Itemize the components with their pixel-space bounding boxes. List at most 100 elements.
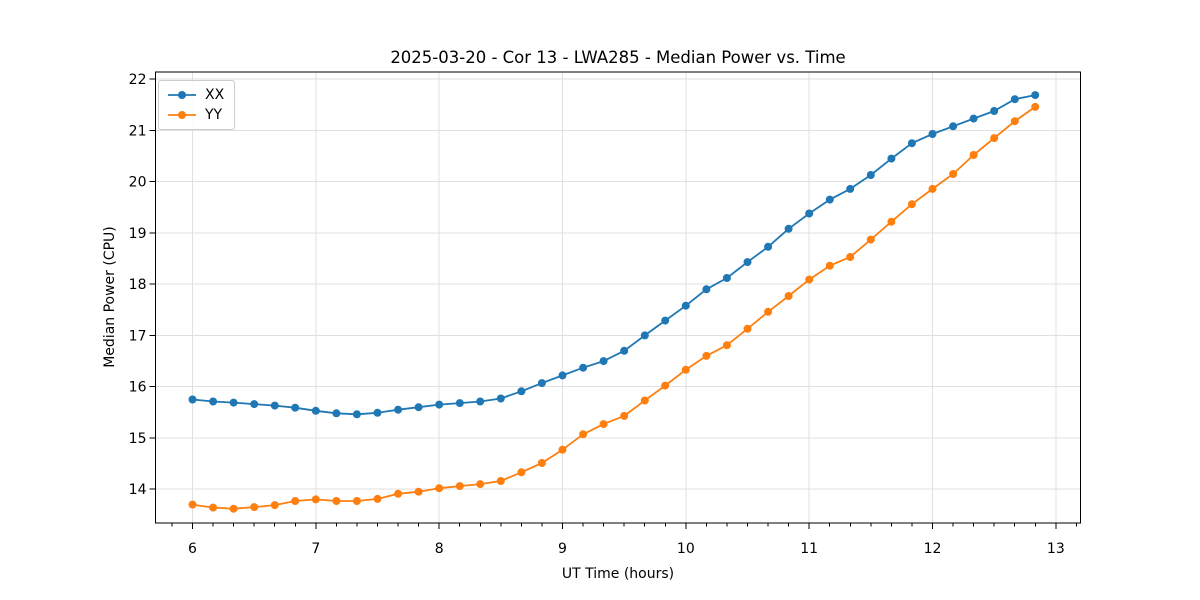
y-tick-label: 20 bbox=[129, 175, 147, 191]
data-point-yy bbox=[229, 504, 238, 513]
data-point-yy bbox=[990, 134, 999, 143]
data-point-xx bbox=[887, 154, 896, 163]
data-point-xx bbox=[250, 400, 259, 409]
data-point-xx bbox=[990, 107, 999, 115]
data-point-yy bbox=[311, 495, 320, 504]
x-tick-label: 6 bbox=[188, 541, 197, 557]
x-axis-label: UT Time (hours) bbox=[561, 566, 675, 582]
data-point-xx bbox=[537, 379, 546, 388]
data-point-yy bbox=[517, 468, 526, 477]
data-point-yy bbox=[352, 497, 361, 505]
data-point-yy bbox=[270, 501, 279, 510]
data-point-yy bbox=[887, 217, 896, 226]
series-yy bbox=[188, 102, 1040, 513]
data-point-xx bbox=[743, 258, 752, 267]
x-tick-label: 8 bbox=[435, 541, 444, 557]
data-point-yy bbox=[332, 497, 341, 505]
x-tick-label: 10 bbox=[677, 541, 695, 557]
data-point-yy bbox=[907, 200, 916, 209]
data-point-xx bbox=[311, 406, 320, 415]
data-point-yy bbox=[825, 261, 834, 270]
x-tick-label: 7 bbox=[311, 541, 320, 557]
y-tick-label: 19 bbox=[129, 226, 147, 242]
data-point-xx bbox=[599, 357, 608, 366]
data-point-yy bbox=[250, 503, 259, 512]
data-point-xx bbox=[435, 400, 444, 409]
data-point-yy bbox=[805, 275, 814, 284]
data-point-yy bbox=[928, 184, 937, 193]
data-point-yy bbox=[722, 341, 731, 350]
data-point-yy bbox=[455, 482, 464, 491]
data-point-xx bbox=[352, 410, 361, 419]
data-point-xx bbox=[496, 394, 505, 403]
data-point-xx bbox=[455, 399, 464, 408]
data-point-yy bbox=[188, 500, 197, 509]
y-tick-label: 17 bbox=[129, 328, 147, 344]
data-point-xx bbox=[414, 403, 423, 412]
data-point-xx bbox=[1031, 91, 1040, 100]
data-point-yy bbox=[1010, 117, 1019, 126]
x-tick-label: 12 bbox=[924, 541, 942, 557]
data-point-xx bbox=[949, 122, 958, 131]
data-point-xx bbox=[722, 274, 731, 282]
data-point-xx bbox=[928, 130, 937, 138]
data-point-yy bbox=[579, 430, 588, 439]
data-point-yy bbox=[496, 477, 505, 485]
data-point-yy bbox=[1031, 102, 1040, 111]
data-point-yy bbox=[620, 411, 629, 420]
data-point-xx bbox=[229, 398, 238, 407]
data-point-yy bbox=[846, 253, 855, 261]
data-point-xx bbox=[805, 209, 814, 218]
data-point-yy bbox=[414, 487, 423, 496]
data-point-xx bbox=[846, 184, 855, 193]
legend-marker-icon bbox=[178, 91, 186, 99]
data-point-yy bbox=[537, 459, 546, 467]
data-point-yy bbox=[291, 497, 300, 505]
x-tick-label: 13 bbox=[1047, 541, 1065, 557]
data-point-xx bbox=[188, 395, 197, 404]
data-point-yy bbox=[558, 445, 567, 454]
y-tick-label: 15 bbox=[129, 431, 147, 447]
data-point-yy bbox=[476, 480, 485, 489]
data-point-yy bbox=[394, 489, 403, 498]
y-tick-label: 16 bbox=[129, 380, 147, 396]
legend-item-xx: XX bbox=[167, 86, 224, 104]
data-point-yy bbox=[702, 351, 711, 360]
legend-sample-line-yy bbox=[168, 111, 196, 119]
x-tick-labels: 6 7 8 9 10 11 12 13 bbox=[188, 541, 1065, 557]
data-point-xx bbox=[702, 285, 711, 294]
y-tick-label: 18 bbox=[129, 277, 147, 293]
x-tick-label: 9 bbox=[558, 541, 567, 557]
data-point-yy bbox=[743, 324, 752, 333]
data-point-xx bbox=[661, 316, 670, 325]
data-point-xx bbox=[681, 301, 690, 310]
legend-label-yy: YY bbox=[205, 107, 223, 123]
data-point-yy bbox=[764, 307, 773, 316]
grid bbox=[155, 72, 1081, 523]
data-point-yy bbox=[373, 494, 382, 503]
data-point-xx bbox=[825, 195, 834, 204]
axis-ticks bbox=[149, 78, 1077, 529]
legend-item-yy: YY bbox=[167, 106, 224, 124]
data-point-xx bbox=[579, 363, 588, 372]
data-point-yy bbox=[949, 170, 958, 178]
data-point-xx bbox=[209, 397, 218, 406]
series-xx bbox=[188, 91, 1040, 419]
data-point-xx bbox=[394, 405, 403, 414]
legend-label-xx: XX bbox=[205, 87, 225, 103]
data-point-xx bbox=[620, 346, 629, 355]
x-tick-label: 11 bbox=[800, 541, 818, 557]
y-tick-label: 14 bbox=[129, 482, 147, 498]
data-point-xx bbox=[291, 403, 300, 412]
data-point-xx bbox=[866, 171, 875, 179]
data-point-xx bbox=[270, 401, 279, 410]
data-point-xx bbox=[784, 224, 793, 233]
data-point-yy bbox=[599, 420, 608, 429]
data-point-yy bbox=[209, 503, 218, 512]
data-point-yy bbox=[681, 365, 690, 374]
series-line-yy bbox=[192, 106, 1036, 510]
plot-border bbox=[154, 71, 1082, 524]
data-point-yy bbox=[435, 484, 444, 493]
